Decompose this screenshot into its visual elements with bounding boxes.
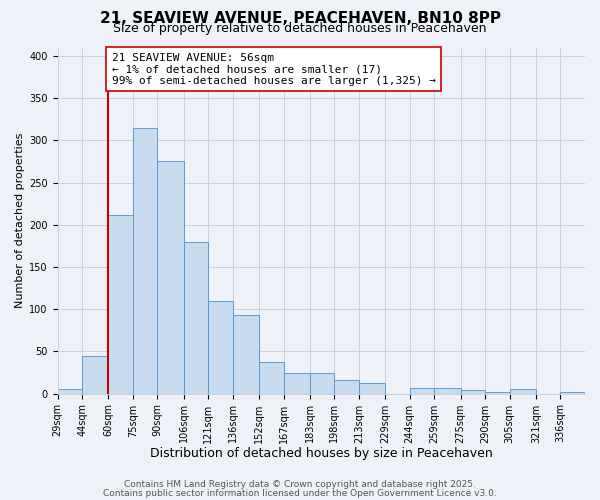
Bar	[82, 356, 108, 394]
Bar	[184, 242, 208, 394]
Bar	[233, 315, 259, 394]
Bar	[334, 380, 359, 394]
Bar	[284, 372, 310, 394]
Bar	[461, 390, 485, 394]
Bar	[485, 392, 509, 394]
Bar	[434, 388, 461, 394]
Bar	[560, 392, 585, 394]
Bar	[108, 216, 133, 394]
Bar	[133, 128, 157, 394]
Bar	[509, 390, 536, 394]
Bar	[410, 388, 434, 394]
Text: Contains public sector information licensed under the Open Government Licence v3: Contains public sector information licen…	[103, 488, 497, 498]
Bar	[208, 301, 233, 394]
Text: Size of property relative to detached houses in Peacehaven: Size of property relative to detached ho…	[113, 22, 487, 35]
Text: 21 SEAVIEW AVENUE: 56sqm
← 1% of detached houses are smaller (17)
99% of semi-de: 21 SEAVIEW AVENUE: 56sqm ← 1% of detache…	[112, 52, 436, 86]
Bar	[310, 374, 334, 394]
Text: 21, SEAVIEW AVENUE, PEACEHAVEN, BN10 8PP: 21, SEAVIEW AVENUE, PEACEHAVEN, BN10 8PP	[100, 11, 500, 26]
Text: Contains HM Land Registry data © Crown copyright and database right 2025.: Contains HM Land Registry data © Crown c…	[124, 480, 476, 489]
Bar	[359, 382, 385, 394]
Bar	[58, 390, 82, 394]
Y-axis label: Number of detached properties: Number of detached properties	[15, 133, 25, 308]
Bar	[157, 162, 184, 394]
X-axis label: Distribution of detached houses by size in Peacehaven: Distribution of detached houses by size …	[150, 447, 493, 460]
Bar	[259, 362, 284, 394]
